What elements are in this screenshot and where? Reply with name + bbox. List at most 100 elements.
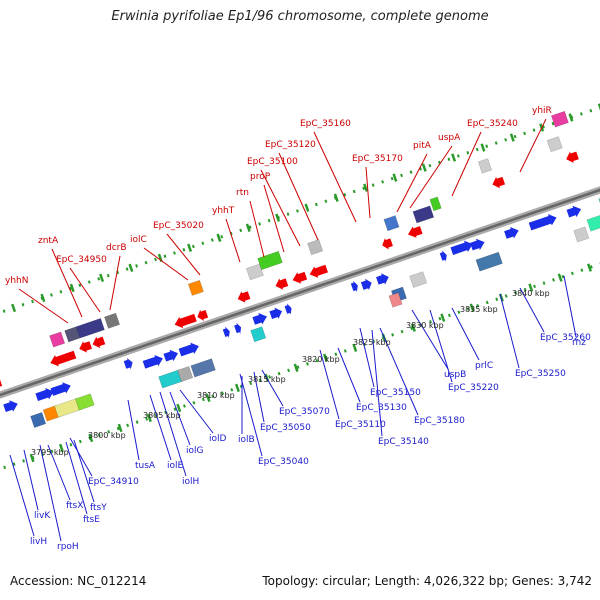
gene-feature [504,227,519,239]
gene-arrow-reverse [79,341,92,353]
gene-arrow-reverse [174,313,197,329]
gene-label-top: yhhT [212,206,235,216]
gene-box [573,226,590,243]
track-tick [480,143,486,152]
gene-feature [163,349,179,362]
leader-line-layer [9,118,577,542]
gene-arrow-reverse [492,176,506,189]
bottom-leader-line [379,327,419,416]
gene-feature [566,205,582,218]
bottom-leader-line [319,349,340,420]
track-tick [597,103,600,111]
gene-label-bottom: ftsX [66,501,83,511]
gene-arrow-forward [123,358,133,370]
gene-box [190,358,216,378]
bottom-leader-line [239,373,263,457]
gene-label-bottom: tusA [135,461,156,471]
track-tick [557,273,563,282]
gene-arrow-forward [284,303,292,315]
gene-arrow-forward [234,322,242,335]
bottom-leader-line [411,309,449,370]
gene-feature [79,341,92,353]
gene-feature [35,388,54,402]
track-tick [11,303,17,313]
track-tick [216,233,222,242]
track-tick [146,413,152,423]
bottom-leader-line [149,394,172,461]
gene-feature [566,151,579,164]
top-leader-line [365,166,371,219]
top-leader-line [313,131,357,223]
gene-label-bottom: livK [34,511,51,521]
accession-text: Accession: NC_012214 [10,574,147,588]
gene-arrow-reverse [566,151,579,164]
gene-arrow-reverse [408,226,423,238]
gene-label-top: uspA [438,133,461,143]
track-tick [440,313,446,322]
gene-feature [360,278,372,291]
gene-feature [50,350,77,367]
gene-arrow-forward [470,238,485,251]
gene-arrow-reverse [382,238,393,250]
gene-label-top: EpC_35100 [247,157,298,167]
gene-box [477,158,492,174]
gene-feature [187,279,204,296]
gene-arrow-reverse [275,278,289,290]
gene-box [257,250,283,271]
gene-feature [30,412,47,428]
bottom-leader-line [9,454,35,537]
gene-label-bottom: EpC_35130 [356,403,407,413]
gene-feature [174,313,197,329]
ruler-layer: 3795 kbp 3800 kbp 3805 kbp 3810 kbp 3815 kbp… [31,289,550,457]
bottom-leader-line [127,399,140,461]
gene-arrow-forward [450,240,473,255]
gene-label-bottom: iolD [209,434,227,444]
gene-label-bottom: EpC_35250 [515,369,566,379]
track-tick [99,273,105,283]
gene-arrow-reverse [92,336,106,349]
track-tick [234,383,240,393]
bottom-leader-line [359,327,375,388]
gene-feature [551,110,569,128]
top-leader-line [51,248,83,318]
gene-feature [492,176,506,189]
gene-feature [49,331,66,348]
gene-box [49,331,66,348]
ruler-tick-label: 3800 kbp [88,431,126,440]
gene-feature [470,238,485,251]
gene-feature [439,250,447,262]
track-tick [509,133,515,142]
gene-label-top: iolC [130,235,147,245]
track-tick [293,363,299,372]
track-tick [58,443,64,453]
gene-label-bottom: iolB [238,435,255,445]
gene-feature [388,292,403,308]
gene-arrow-forward [566,205,582,218]
gene-feature [429,196,442,212]
map-title: Erwinia pyrifoliae Ep1/96 chromosome, co… [111,9,489,24]
ruler-tick-label: 3840 kbp [512,289,550,298]
gene-feature [50,382,71,396]
bottom-leader-line [69,437,93,477]
gene-feature [546,136,563,153]
track-tick [69,283,75,293]
gene-feature [573,226,590,243]
gene-label-bottom: EpC_34910 [88,477,139,487]
gene-arrow-forward [360,278,372,291]
gene-box [104,312,120,329]
ruler-tick-label: 3820 kbp [302,355,340,364]
gene-box [246,263,264,281]
gene-arrow-forward [163,349,179,362]
gene-box [409,271,428,288]
gene-box [74,393,95,411]
gene-feature [376,273,389,285]
top-leader-line [18,288,69,324]
gene-feature [123,358,133,370]
bottom-leader-line [179,389,214,434]
top-leader-line [69,267,101,313]
bottom-leader-line [563,275,577,338]
gene-arrow-forward [252,313,267,325]
backbone-band [0,186,600,399]
gene-box [75,318,105,339]
gene-feature [586,206,600,232]
